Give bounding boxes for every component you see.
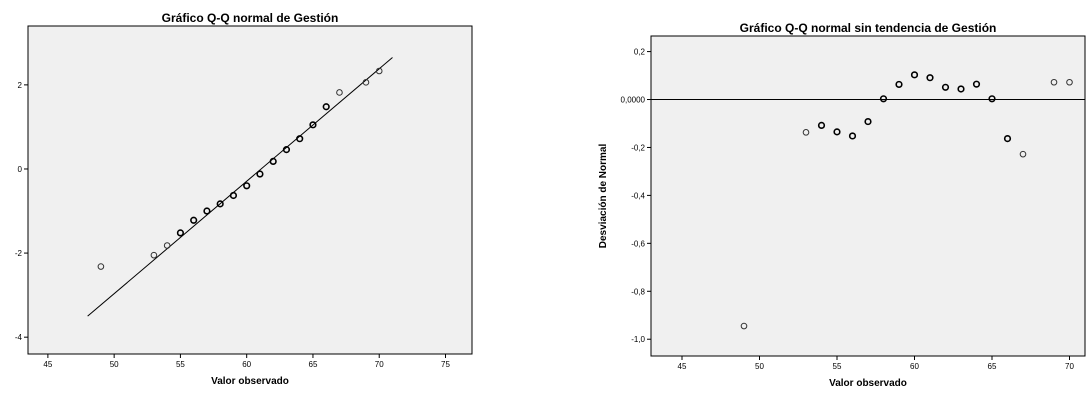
data-point [817, 121, 826, 130]
data-point [1050, 78, 1058, 86]
data-point [957, 85, 965, 93]
x-tick-label: 75 [441, 360, 450, 369]
detrended-qq-plot: Gráfico Q-Q normal sin tendencia de Gest… [598, 21, 1086, 389]
data-point [269, 157, 277, 166]
qq-normal-chart: Gráfico Q-Q normal de Gestión 45 50 55 60 65 7… [0, 0, 480, 399]
data-point [802, 129, 810, 136]
data-point [176, 229, 185, 237]
x-tick-label: 55 [833, 362, 842, 371]
data-point [163, 242, 171, 249]
y-tick-label: 2 [18, 81, 23, 90]
y-tick-label: -4 [15, 333, 23, 342]
x-tick-label: 45 [43, 360, 52, 369]
detrended-qq-chart: Gráfico Q-Q normal sin tendencia de Gest… [590, 0, 1087, 399]
x-tick-label: 65 [309, 360, 318, 369]
y-tick-label: 0 [18, 165, 23, 174]
y-tick-label: -0,4 [631, 191, 645, 200]
y-tick-label: -0,2 [631, 143, 645, 152]
data-point [322, 103, 330, 111]
x-tick-label: 65 [988, 362, 997, 371]
reference-line [87, 57, 393, 317]
x-tick-label: 60 [242, 360, 251, 369]
x-tick-label: 60 [910, 362, 919, 371]
data-point [296, 135, 304, 143]
y-tick-label: 0,2 [634, 48, 646, 57]
chart-title: Gráfico Q-Q normal de Gestión [162, 11, 339, 25]
data-point [309, 121, 317, 129]
x-tick-label: 45 [678, 362, 687, 371]
data-point [941, 83, 950, 91]
data-point [1003, 134, 1012, 143]
y-tick-label: -0,6 [631, 239, 645, 248]
data-point [740, 322, 748, 330]
y-tick-label: -2 [15, 249, 23, 258]
data-point [216, 200, 224, 208]
data-point [229, 191, 238, 200]
data-point [282, 146, 291, 154]
data-point [256, 170, 264, 178]
data-point [910, 71, 919, 79]
data-point [895, 80, 903, 89]
y-axis-label: Desviación de Normal [598, 144, 609, 249]
x-tick-label: 50 [755, 362, 764, 371]
plot-area [650, 35, 1086, 357]
data-point [375, 67, 383, 75]
data-point [1066, 78, 1073, 86]
x-tick-label: 70 [375, 360, 384, 369]
data-point [879, 95, 888, 103]
x-axis-label: Valor observado [211, 376, 289, 387]
data-point [336, 89, 343, 96]
data-point [243, 182, 251, 190]
y-tick-label: 0,0000 [621, 96, 646, 105]
data-point [362, 79, 370, 86]
data-point [848, 132, 857, 140]
x-tick-label: 70 [1065, 362, 1074, 371]
x-tick-label: 50 [110, 360, 119, 369]
data-point [988, 95, 996, 103]
data-point [972, 80, 981, 88]
data-point [833, 128, 841, 136]
data-point [190, 216, 198, 224]
chart-title: Gráfico Q-Q normal sin tendencia de Gest… [740, 21, 997, 35]
data-point [864, 117, 872, 126]
qq-normal-plot: Gráfico Q-Q normal de Gestión 45 50 55 60 65 7… [15, 11, 473, 387]
plot-area [27, 25, 473, 355]
data-point [150, 251, 158, 259]
y-tick-label: -0,8 [631, 287, 645, 296]
data-point [926, 74, 934, 82]
x-tick-label: 55 [176, 360, 185, 369]
y-tick-label: -1,0 [631, 335, 645, 344]
data-point [203, 207, 211, 215]
x-axis-label: Valor observado [829, 378, 907, 389]
data-point [1019, 150, 1027, 158]
data-point [97, 263, 105, 270]
